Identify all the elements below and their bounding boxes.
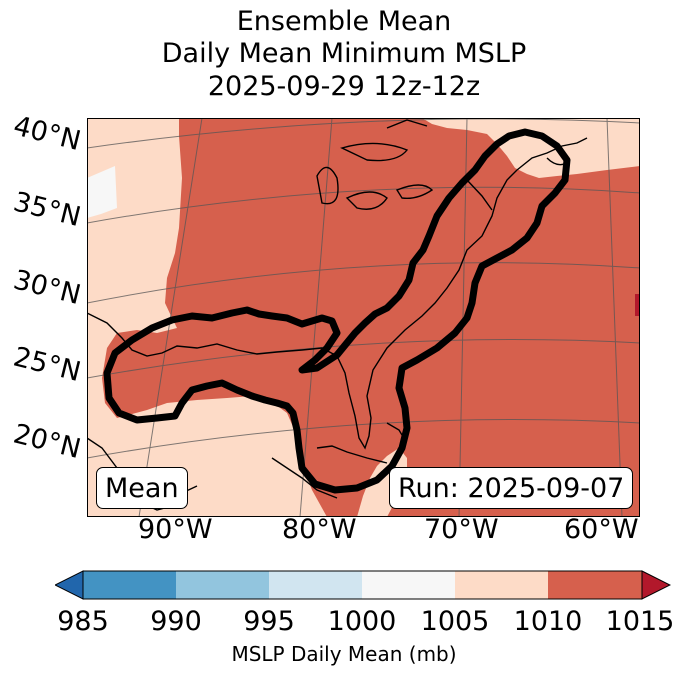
colorbar (55, 570, 671, 600)
colorbar-tick-1005: 1005 (420, 606, 490, 637)
colorbar-bin-1000-1005 (362, 571, 455, 599)
lon-label-80w: 80°W (282, 514, 357, 545)
colorbar-label: MSLP Daily Mean (mb) (231, 642, 457, 666)
run-date-badge: Run: 2025-09-07 (389, 467, 634, 509)
colorbar-bin-985-990 (83, 571, 176, 599)
colorbar-tick-985: 985 (57, 606, 109, 637)
pressure-field-over-1015 (635, 294, 640, 316)
lon-label-70w: 70°W (424, 514, 499, 545)
colorbar-bin-995-1000 (269, 571, 362, 599)
mslp-map (87, 118, 640, 517)
map-title-line-3: 2025-09-29 12z-12z (207, 71, 481, 102)
lat-label-20n: 20°N (10, 418, 84, 466)
lon-label-90w: 90°W (138, 514, 213, 545)
map-title-line-1: Ensemble Mean (236, 6, 452, 37)
map-title-line-2: Daily Mean Minimum MSLP (161, 38, 527, 69)
mean-badge: Mean (96, 467, 188, 509)
colorbar-tick-1015: 1015 (605, 606, 675, 637)
colorbar-bin-1010-1015 (548, 571, 642, 599)
colorbar-underflow-arrow (55, 570, 84, 600)
colorbar-tick-990: 990 (150, 606, 202, 637)
lat-label-35n: 35°N (10, 186, 84, 234)
map-frame (87, 118, 640, 517)
lat-label-30n: 30°N (10, 264, 84, 312)
lat-label-25n: 25°N (10, 341, 84, 389)
colorbar-tick-1010: 1010 (513, 606, 583, 637)
graticule (87, 118, 640, 517)
pressure-field-1005-1010-northeast (422, 118, 640, 178)
colorbar-bin-1005-1010 (455, 571, 548, 599)
colorbar-frame (82, 570, 643, 600)
lon-label-60w: 60°W (564, 514, 639, 545)
mslp-contour-outline (103, 128, 571, 494)
lat-label-40n: 40°N (10, 110, 84, 158)
colorbar-bin-990-995 (176, 571, 269, 599)
colorbar-tick-1000: 1000 (327, 606, 397, 637)
colorbar-tick-995: 995 (243, 606, 295, 637)
pressure-field-1000-1005 (87, 166, 117, 218)
colorbar-overflow-arrow (641, 570, 671, 600)
